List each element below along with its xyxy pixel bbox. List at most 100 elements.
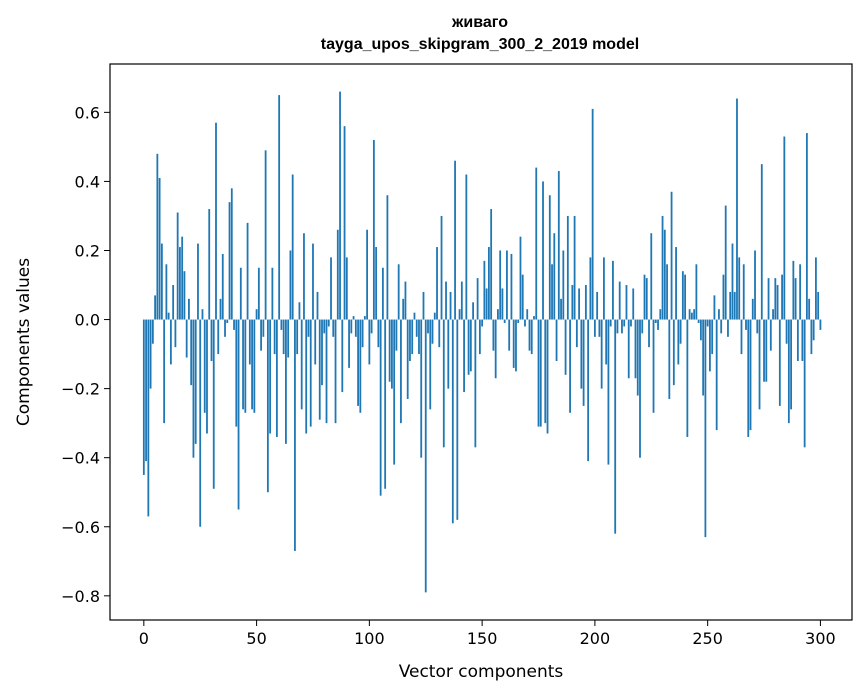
bar-146: [472, 302, 474, 320]
bar-217: [632, 288, 635, 320]
bar-49: [253, 319, 256, 413]
bar-7: [158, 177, 161, 320]
bar-154: [490, 209, 493, 320]
x-tick-label: 150: [467, 629, 498, 648]
bar-139: [456, 319, 459, 520]
bar-164: [512, 319, 515, 368]
bar-9: [163, 319, 166, 424]
bar-98: [363, 316, 366, 320]
bar-100: [368, 319, 371, 365]
bar-96: [359, 319, 362, 413]
bar-2: [147, 319, 150, 517]
bar-135: [447, 319, 450, 389]
bar-106: [381, 267, 384, 320]
bar-203: [600, 319, 603, 389]
bar-44: [242, 319, 244, 410]
bar-251: [709, 319, 711, 372]
bar-145: [469, 319, 472, 372]
bar-279: [772, 309, 774, 320]
bar-87: [339, 91, 341, 320]
bar-60: [278, 95, 281, 320]
bar-20: [188, 298, 190, 320]
bar-54: [264, 150, 267, 320]
bar-111: [393, 319, 396, 465]
bar-239: [681, 271, 684, 320]
bar-15: [176, 212, 179, 320]
bar-211: [618, 281, 621, 320]
bar-233: [668, 319, 671, 399]
bar-202: [598, 319, 601, 337]
bar-250: [706, 319, 709, 327]
bar-165: [515, 319, 517, 372]
bar-244: [693, 309, 696, 320]
bar-189: [569, 319, 571, 413]
bar-117: [406, 319, 409, 399]
bar-281: [776, 285, 779, 320]
bar-22: [192, 319, 195, 458]
x-tick-label: 100: [354, 629, 385, 648]
bar-47: [248, 319, 251, 365]
y-tick-label: −0.6: [61, 518, 100, 537]
bar-70: [300, 319, 303, 410]
bar-11: [167, 312, 170, 320]
bar-46: [246, 222, 249, 320]
bar-39: [230, 188, 233, 320]
bar-257: [722, 274, 725, 320]
bar-12: [169, 319, 172, 365]
bar-254: [715, 319, 718, 431]
bar-68: [296, 319, 299, 355]
bar-65: [289, 250, 292, 320]
bar-16: [179, 247, 181, 320]
bar-73: [307, 319, 310, 337]
bar-264: [738, 257, 741, 320]
bar-58: [273, 319, 276, 355]
x-tick-label: 0: [139, 629, 149, 648]
bar-197: [587, 319, 590, 462]
bar-81: [325, 319, 328, 424]
bar-62: [282, 319, 285, 355]
bar-21: [190, 319, 193, 386]
bar-5: [154, 295, 156, 320]
ticks-group: 0 50 100 150 200 250 300 −0.8 −0.6 −0.4 −0.2 0.0 0.2…: [61, 103, 836, 648]
bar-184: [557, 171, 560, 320]
y-tick-label: −0.8: [61, 587, 100, 606]
bar-226: [652, 319, 655, 413]
bar-112: [395, 319, 398, 351]
bar-291: [799, 264, 802, 320]
bar-155: [492, 319, 495, 351]
bar-57: [271, 267, 274, 320]
y-tick-label: −0.4: [61, 449, 100, 468]
bar-53: [262, 319, 265, 337]
bar-74: [309, 319, 312, 427]
bar-276: [765, 319, 768, 382]
bar-35: [221, 253, 224, 320]
bar-104: [377, 319, 380, 348]
bar-181: [551, 264, 553, 320]
bar-153: [487, 247, 490, 320]
bar-27: [203, 319, 206, 413]
bar-34: [219, 298, 222, 320]
bar-158: [499, 250, 502, 320]
bar-89: [343, 126, 346, 320]
bar-170: [526, 309, 529, 320]
bar-212: [621, 319, 623, 334]
bar-26: [201, 309, 204, 320]
bar-71: [303, 233, 305, 320]
bar-136: [449, 291, 452, 320]
bar-215: [627, 319, 630, 379]
bar-186: [562, 250, 565, 320]
bar-149: [478, 319, 481, 355]
bar-3: [149, 319, 152, 389]
bar-171: [528, 319, 531, 351]
bar-214: [625, 285, 628, 320]
bar-63: [285, 319, 287, 444]
bar-94: [354, 319, 357, 337]
bar-43: [239, 267, 242, 320]
bar-95: [357, 319, 359, 406]
bar-25: [199, 319, 202, 527]
bar-134: [445, 281, 447, 320]
bar-64: [287, 319, 290, 358]
bar-290: [796, 319, 799, 361]
bar-157: [497, 309, 499, 320]
bar-84: [332, 319, 335, 337]
